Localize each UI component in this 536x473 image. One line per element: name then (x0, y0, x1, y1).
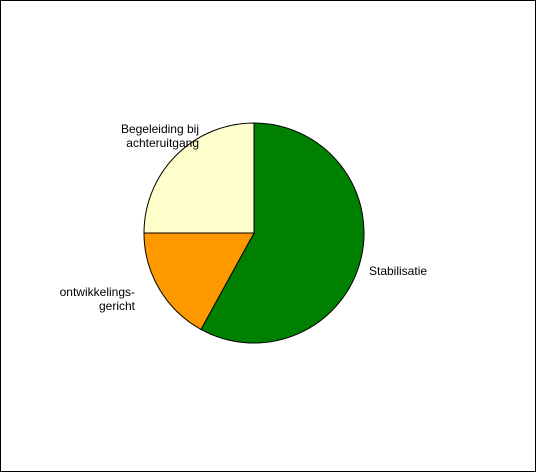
pie-slice-1 (200, 122, 365, 344)
slice-label-line: achteruitgang (126, 136, 199, 150)
pie-slice-2 (143, 232, 255, 331)
slice-label-1: Stabilisatie (369, 264, 427, 278)
slice-label-line: gericht (99, 299, 136, 313)
slice-label-line: Stabilisatie (369, 264, 427, 278)
slice-label-2: ontwikkelings-gericht (60, 285, 136, 313)
slice-label-line: ontwikkelings- (60, 285, 135, 299)
slice-label-3: Begeleiding bij achteruitgang (121, 122, 199, 150)
pie-slice-3 (143, 122, 255, 234)
slice-label-line: Begeleiding bij (121, 122, 199, 136)
